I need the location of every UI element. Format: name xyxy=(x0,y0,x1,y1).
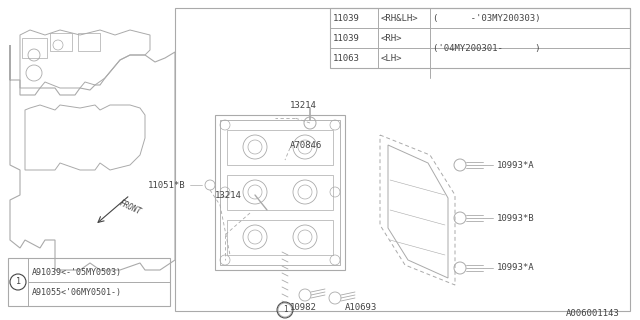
Bar xyxy=(175,8,630,311)
Text: A91039<-'05MY0503): A91039<-'05MY0503) xyxy=(32,268,122,276)
Text: A91055<'06MY0501-): A91055<'06MY0501-) xyxy=(32,287,122,297)
Text: 10982: 10982 xyxy=(290,302,317,311)
Text: 10993*A: 10993*A xyxy=(497,161,534,170)
Text: 10993*A: 10993*A xyxy=(497,263,534,273)
Text: FRONT: FRONT xyxy=(118,199,143,217)
Text: A10693: A10693 xyxy=(345,302,377,311)
Bar xyxy=(227,220,333,255)
Bar xyxy=(227,130,333,165)
Text: 1: 1 xyxy=(15,277,20,286)
Text: <LH>: <LH> xyxy=(381,53,403,62)
Bar xyxy=(330,8,630,68)
Text: (      -'03MY200303): ( -'03MY200303) xyxy=(433,13,541,22)
Bar xyxy=(8,258,170,306)
Bar xyxy=(220,120,340,265)
Text: 11039: 11039 xyxy=(333,13,360,22)
Bar xyxy=(78,33,100,51)
Text: ('04MY200301-      ): ('04MY200301- ) xyxy=(433,44,541,52)
Text: 13214: 13214 xyxy=(215,190,242,199)
Bar xyxy=(227,175,333,210)
Bar xyxy=(215,115,345,270)
Text: A70846: A70846 xyxy=(290,140,323,149)
Bar xyxy=(22,38,47,58)
Text: 11051*B: 11051*B xyxy=(147,180,185,189)
Text: 11063: 11063 xyxy=(333,53,360,62)
Text: 13214: 13214 xyxy=(290,100,317,109)
Text: A006001143: A006001143 xyxy=(566,308,620,317)
Bar xyxy=(50,33,72,51)
Text: 10993*B: 10993*B xyxy=(497,213,534,222)
Text: 1: 1 xyxy=(283,306,287,315)
Text: <RH&LH>: <RH&LH> xyxy=(381,13,419,22)
Text: <RH>: <RH> xyxy=(381,34,403,43)
Text: 11039: 11039 xyxy=(333,34,360,43)
